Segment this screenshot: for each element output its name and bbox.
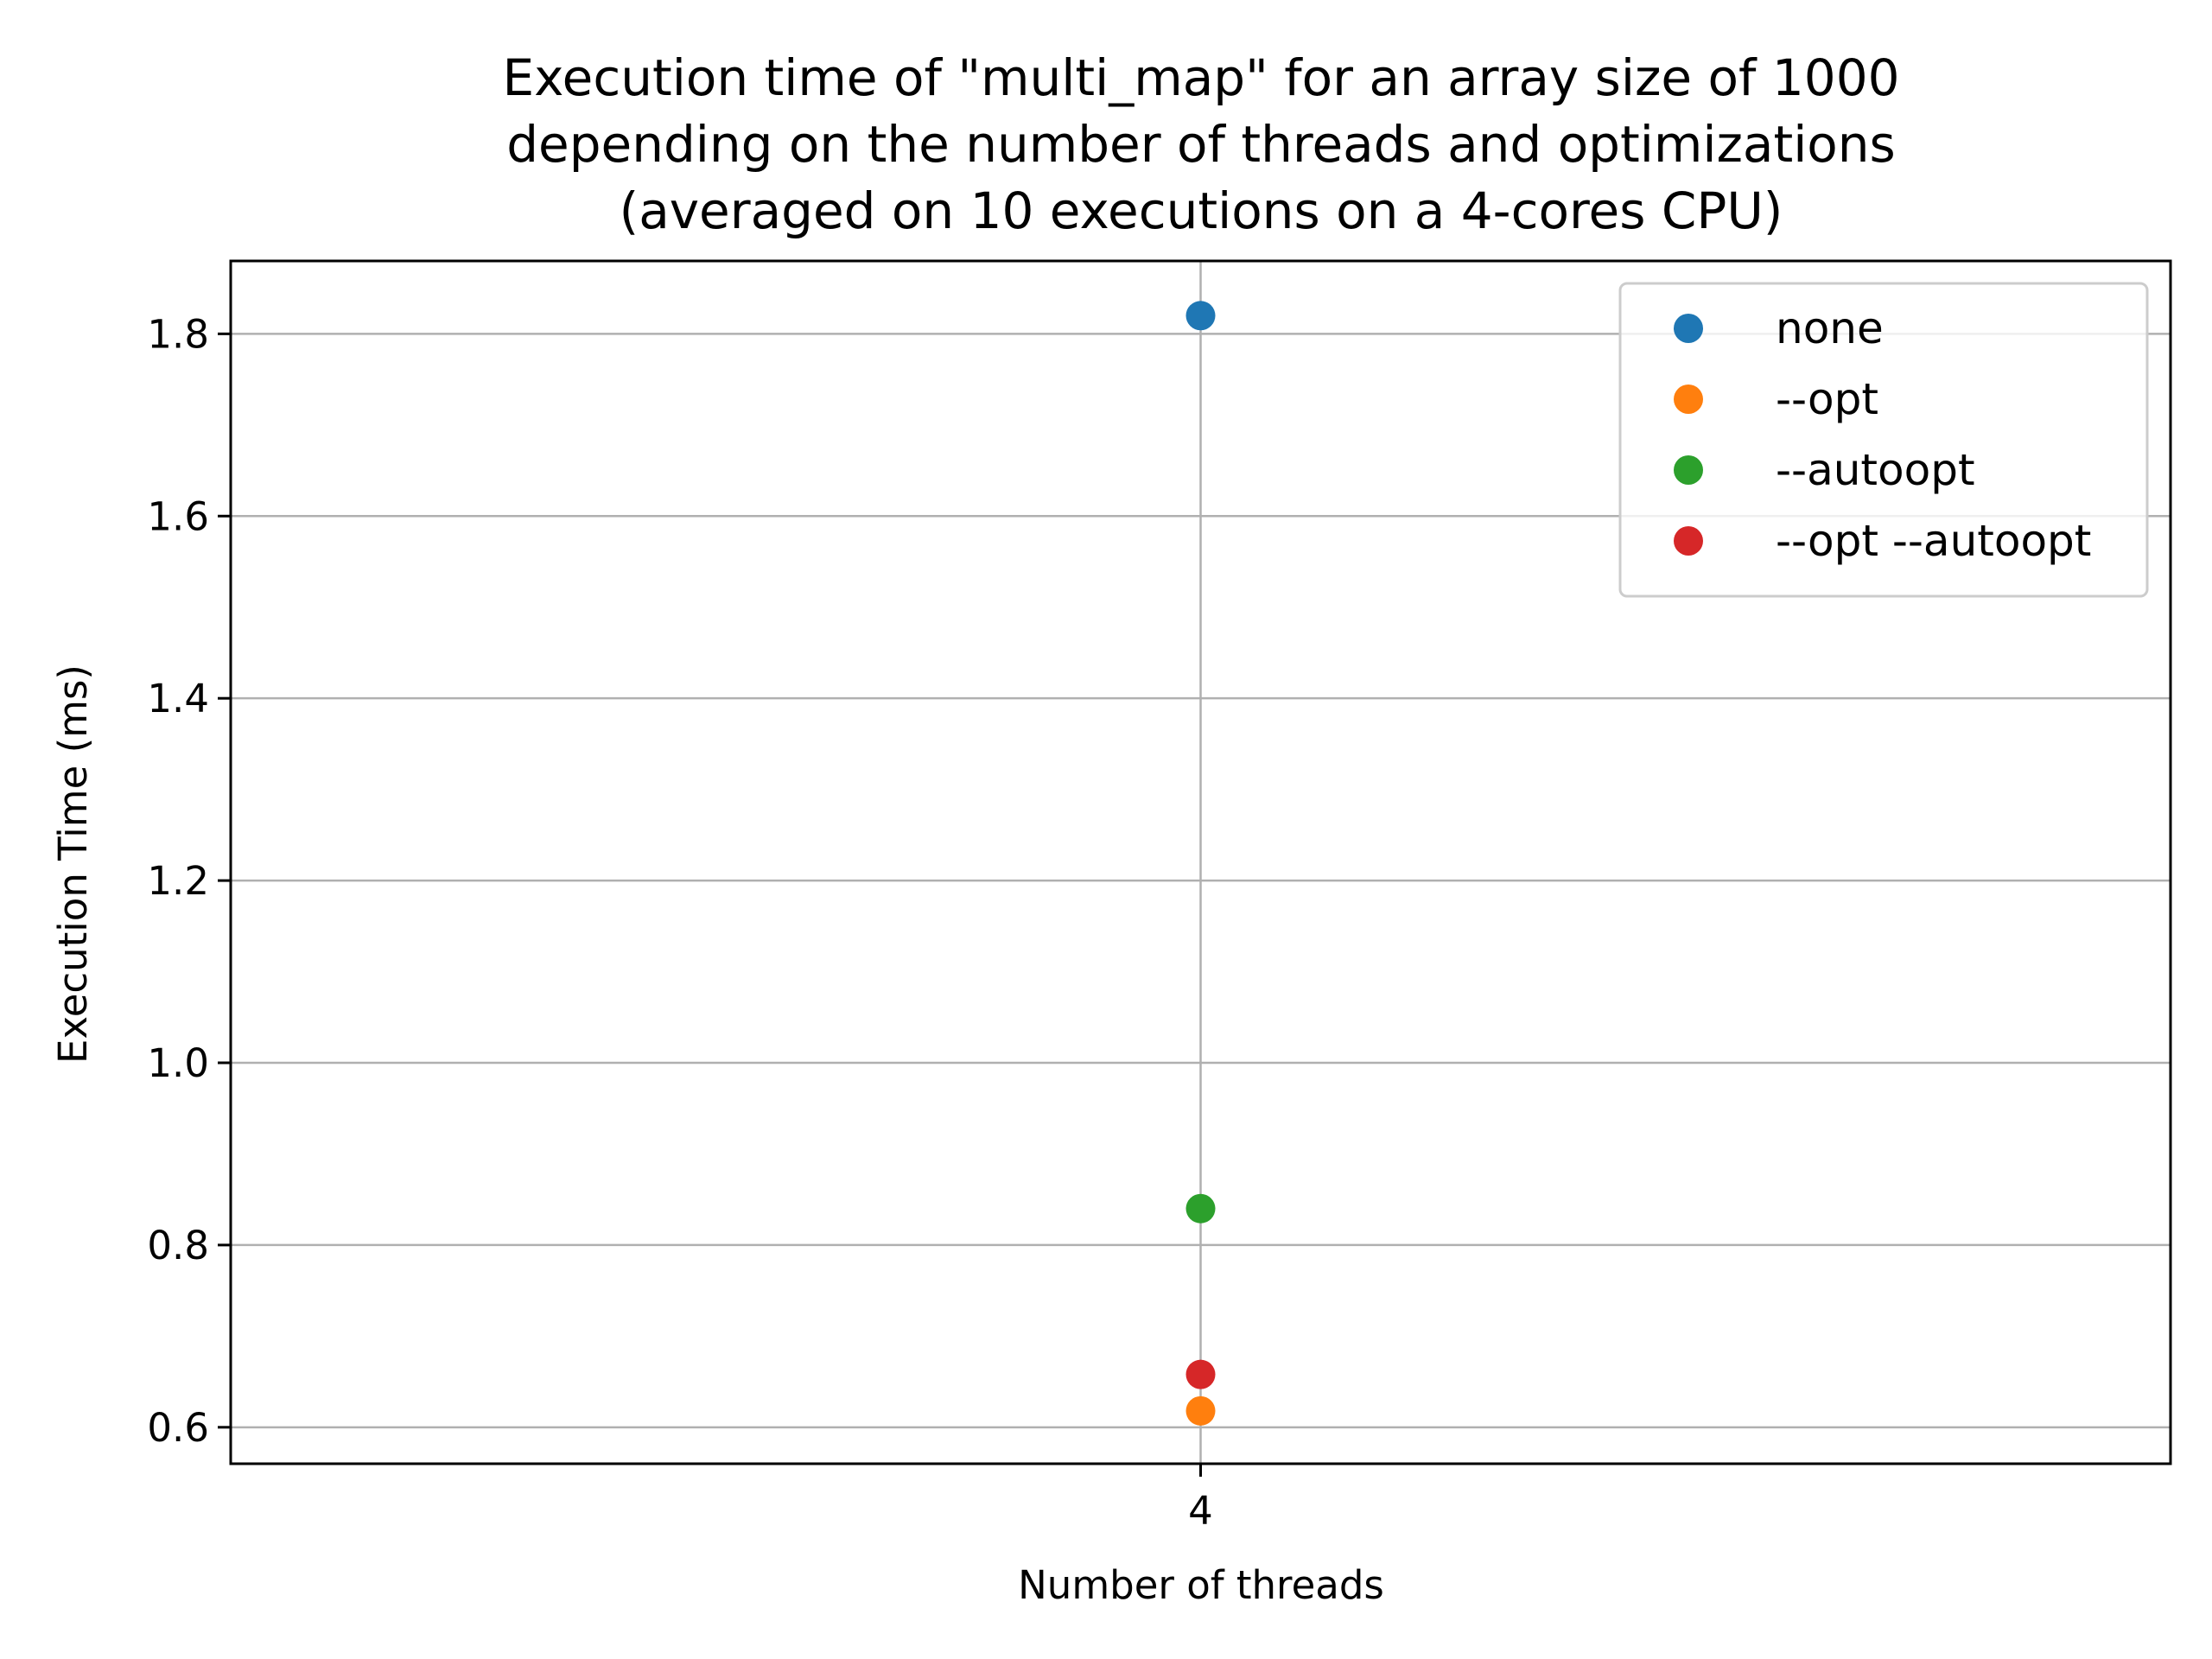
plot-area-frame — [229, 259, 2172, 1465]
data-points — [1185, 301, 1216, 1426]
chart-title-line-1: Execution time of "multi_map" for an arr… — [502, 48, 1899, 107]
y-tick-label: 1.2 — [147, 858, 209, 904]
x-tick-label: 4 — [1188, 1488, 1213, 1534]
legend-label-2: --opt — [1776, 374, 1878, 424]
legend-box — [1618, 282, 2149, 598]
legend-label-1: none — [1776, 303, 1884, 353]
legend-label-4: --opt --autoopt — [1776, 516, 2091, 566]
data-point-3 — [1185, 1193, 1216, 1224]
x-axis-ticks: 4 — [1188, 1464, 1213, 1534]
y-tick-label: 1.6 — [147, 493, 209, 539]
legend-marker-4 — [1674, 526, 1703, 556]
chart-title-line-3: (averaged on 10 executions on a 4-cores … — [620, 181, 1783, 240]
chart-title-line-2: depending on the number of threads and o… — [506, 115, 1896, 174]
y-tick-label: 0.6 — [147, 1405, 209, 1451]
legend-marker-3 — [1674, 455, 1703, 485]
data-point-1 — [1185, 301, 1216, 331]
y-tick-label: 1.4 — [147, 676, 209, 721]
y-axis-label: Execution Time (ms) — [50, 664, 96, 1064]
legend-marker-2 — [1674, 385, 1703, 414]
data-point-4 — [1185, 1359, 1216, 1389]
legend-marker-1 — [1674, 314, 1703, 343]
grid-lines — [231, 261, 2171, 1464]
y-tick-label: 0.8 — [147, 1223, 209, 1268]
data-point-2 — [1185, 1395, 1216, 1426]
y-tick-label: 1.0 — [147, 1040, 209, 1086]
y-axis-ticks: 0.6 0.8 1.0 1.2 1.4 1.6 1.8 — [147, 311, 231, 1451]
y-tick-label: 1.8 — [147, 311, 209, 357]
x-axis-label: Number of threads — [1018, 1562, 1384, 1608]
legend-label-3: --autoopt — [1776, 445, 1975, 495]
legend: none --opt --autoopt --opt --autoopt — [1618, 282, 2149, 598]
chart-title: Execution time of "multi_map" for an arr… — [502, 48, 1899, 240]
